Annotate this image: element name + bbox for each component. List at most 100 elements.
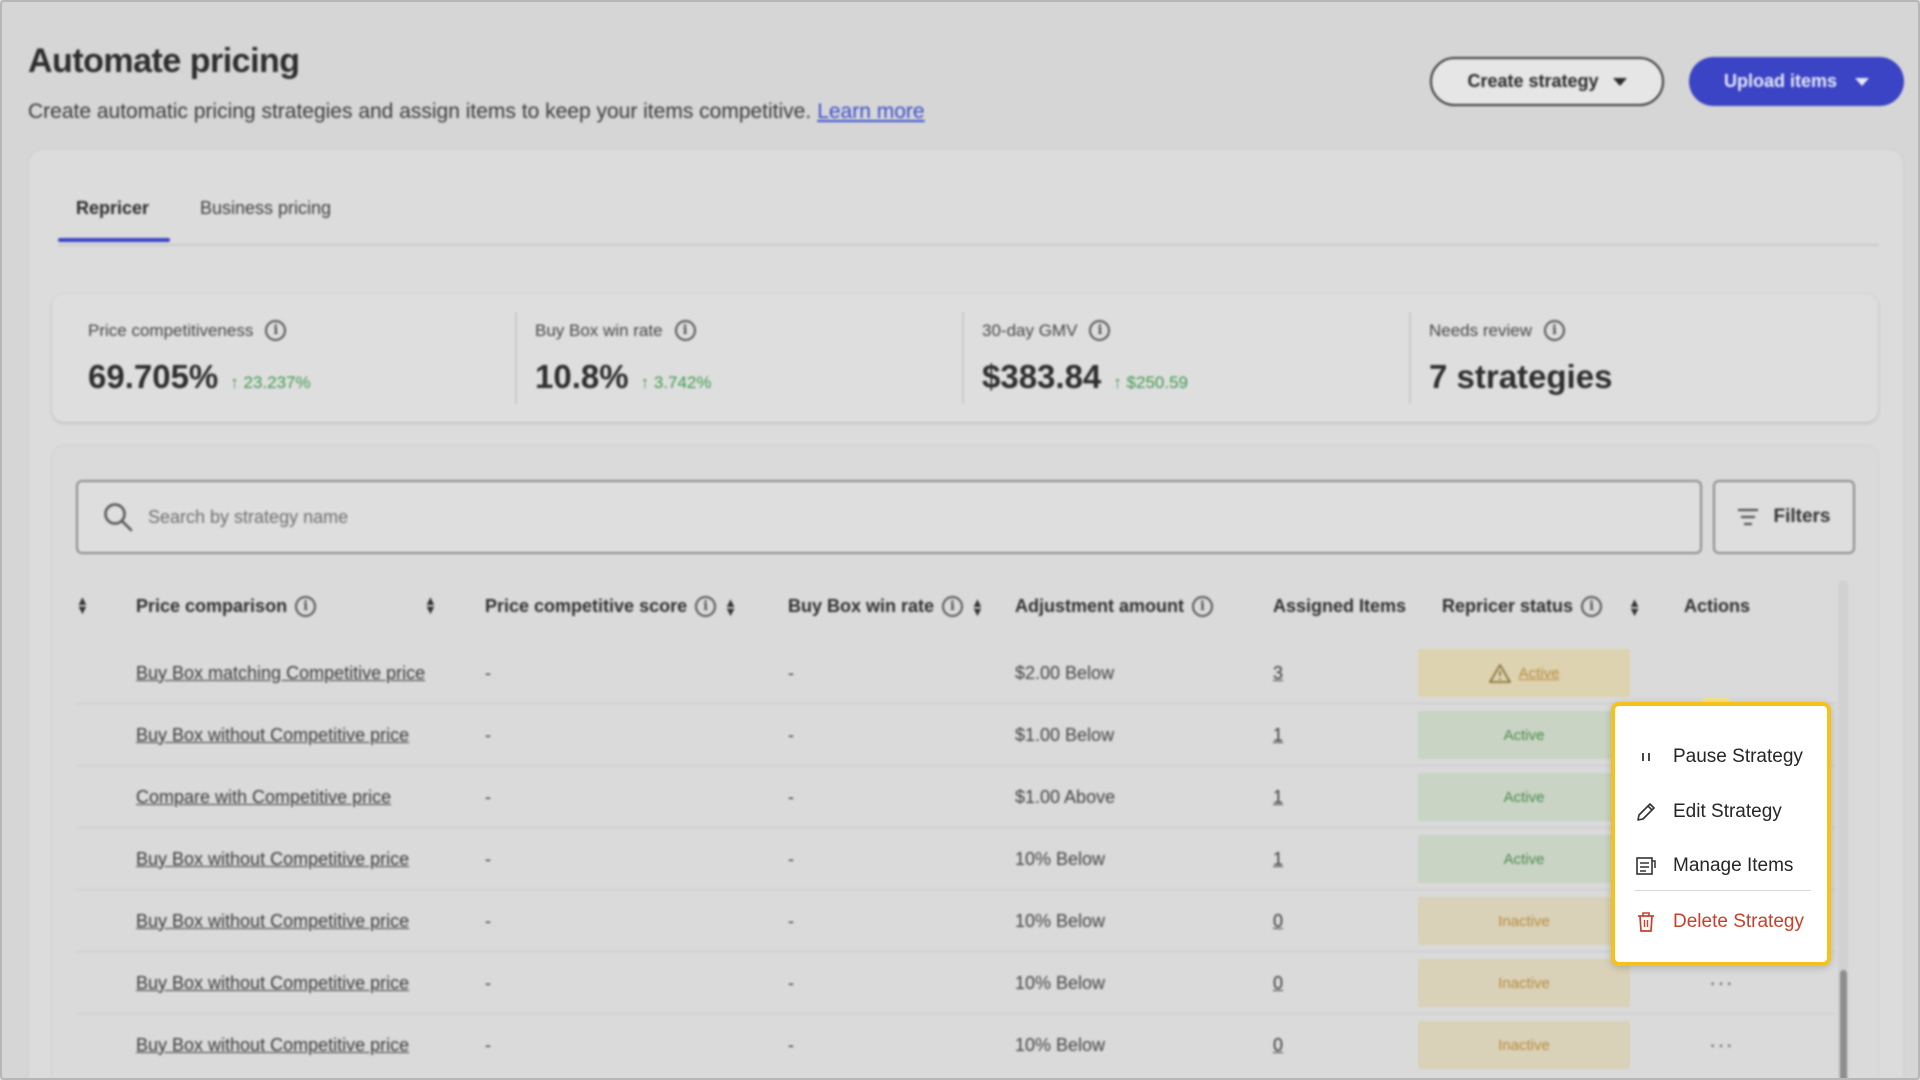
column-header-label: Adjustment amount	[1015, 596, 1184, 616]
adjustment-cell: 10% Below	[1015, 848, 1106, 869]
pause-strategy-item[interactable]: Pause Strategy	[1635, 740, 1803, 774]
strategy-link[interactable]: Buy Box without Competitive price	[136, 972, 410, 993]
menu-item-label: Pause Strategy	[1673, 746, 1803, 767]
status-text: Inactive	[1498, 1036, 1550, 1054]
strategy-link[interactable]: Buy Box without Competitive price	[136, 1034, 410, 1055]
status-badge: Inactive	[1418, 897, 1630, 945]
strategy-link[interactable]: Buy Box matching Competitive price	[136, 662, 426, 683]
metric-delta: ↑ 23.237%	[230, 373, 311, 392]
metric-buy-box-win-rate: Buy Box win rate i 10.8% ↑ 3.742%	[499, 294, 946, 422]
column-header-adjustment-amount[interactable]: Adjustment amount i	[1015, 596, 1213, 617]
info-icon[interactable]: i	[1089, 320, 1111, 341]
assigned-items-link[interactable]: 0	[1273, 1034, 1284, 1055]
score-cell: -	[485, 848, 491, 869]
info-icon[interactable]: i	[695, 596, 717, 617]
status-text: Active	[1503, 850, 1545, 868]
chevron-down-icon	[1855, 77, 1870, 86]
metric-value: 69.705% ↑ 23.237%	[88, 358, 311, 396]
select-sort-handle[interactable]: ▲ ▼	[76, 593, 89, 617]
column-header-repricer-status[interactable]: Repricer status i ▲ ▼	[1442, 594, 1641, 619]
pause-icon	[1635, 746, 1657, 768]
manage-items-item[interactable]: Manage Items	[1635, 849, 1793, 883]
assigned-cell: 0	[1273, 952, 1283, 1014]
info-icon[interactable]: i	[942, 596, 964, 617]
tab-bar: Repricer Business pricing	[58, 194, 1878, 246]
status-text[interactable]: Active	[1518, 664, 1560, 682]
more-actions-icon[interactable]: ···	[1709, 1032, 1734, 1057]
delete-strategy-item[interactable]: Delete Strategy	[1635, 905, 1804, 939]
table-row: Buy Box without Competitive price - - 10…	[76, 1014, 1836, 1076]
info-icon[interactable]: i	[295, 596, 317, 617]
table-row: Buy Box matching Competitive price - - $…	[76, 642, 1836, 704]
assigned-cell: 3	[1273, 642, 1283, 704]
status-badge: Inactive	[1418, 959, 1630, 1007]
price-comparison-cell: Buy Box without Competitive price	[136, 890, 409, 952]
adjustment-cell: $2.00 Below	[1015, 662, 1115, 683]
status-badge: Active	[1418, 835, 1630, 883]
assigned-items-link[interactable]: 1	[1273, 724, 1284, 745]
assigned-items-link[interactable]: 1	[1273, 848, 1284, 869]
strategy-link[interactable]: Buy Box without Competitive price	[136, 848, 410, 869]
info-icon[interactable]: i	[265, 320, 287, 341]
sort-icon[interactable]: ▲ ▼	[971, 594, 984, 619]
info-icon[interactable]: i	[1544, 320, 1565, 341]
info-icon[interactable]: i	[1192, 596, 1213, 617]
filters-label: Filters	[1773, 506, 1831, 527]
table-scrollbar[interactable]	[1838, 580, 1848, 1078]
more-actions-icon[interactable]: ···	[1709, 970, 1734, 995]
price-comparison-cell: Buy Box without Competitive price	[136, 828, 409, 890]
sort-icon[interactable]: ▲ ▼	[724, 594, 737, 619]
adjustment-cell: 10% Below	[1015, 972, 1106, 993]
info-icon[interactable]: i	[1581, 596, 1603, 617]
search-placeholder: Search by strategy name	[148, 506, 349, 527]
adjustment-cell: 10% Below	[1015, 910, 1106, 931]
scrollbar-thumb[interactable]	[1840, 970, 1847, 1078]
metric-label-text: 30-day GMV	[982, 320, 1078, 340]
assigned-items-link[interactable]: 1	[1273, 786, 1284, 807]
sort-icon[interactable]: ▲ ▼	[1628, 594, 1641, 619]
assigned-cell: 1	[1273, 766, 1283, 828]
assigned-items-link[interactable]: 0	[1273, 972, 1284, 993]
assigned-cell: 0	[1273, 890, 1283, 952]
strategy-link[interactable]: Buy Box without Competitive price	[136, 910, 410, 931]
tab-repricer[interactable]: Repricer	[76, 198, 150, 218]
status-text: Active	[1503, 726, 1545, 744]
column-header-buy-box-win-rate[interactable]: Buy Box win rate i ▲ ▼	[788, 594, 984, 619]
assigned-items-link[interactable]: 3	[1273, 662, 1284, 683]
adjustment-cell: 10% Below	[1015, 1034, 1106, 1055]
column-header-price-comparison[interactable]: Price comparison i	[136, 596, 317, 617]
learn-more-link[interactable]: Learn more	[817, 100, 925, 123]
info-icon[interactable]: i	[674, 320, 696, 341]
strategy-link[interactable]: Buy Box without Competitive price	[136, 724, 410, 745]
tab-business-pricing[interactable]: Business pricing	[200, 198, 332, 218]
page-subtitle: Create automatic pricing strategies and …	[28, 100, 925, 124]
metric-divider	[962, 312, 964, 404]
sort-icon: ▲ ▼	[76, 593, 89, 617]
metric-value: 7 strategies	[1429, 358, 1612, 396]
winrate-cell: -	[788, 972, 794, 993]
metric-price-competitiveness: Price competitiveness i 69.705% ↑ 23.237…	[52, 294, 499, 422]
metric-delta-text: 3.742%	[653, 373, 712, 392]
search-input[interactable]: Search by strategy name	[76, 480, 1702, 554]
search-icon	[102, 501, 134, 533]
score-cell: -	[485, 724, 491, 745]
price-comparison-cell: Buy Box without Competitive price	[136, 952, 409, 1014]
filter-icon	[1737, 508, 1759, 526]
upload-items-button[interactable]: Upload items	[1689, 57, 1904, 106]
create-strategy-button[interactable]: Create strategy	[1430, 57, 1664, 106]
winrate-cell: -	[788, 910, 794, 931]
subtitle-text: Create automatic pricing strategies and …	[28, 100, 812, 123]
filters-button[interactable]: Filters	[1713, 480, 1855, 554]
column-header-price-competitive-score[interactable]: Price competitive score i ▲ ▼	[485, 594, 737, 619]
upload-items-label: Upload items	[1723, 71, 1838, 91]
status-badge: Inactive	[1418, 1021, 1630, 1069]
column-header-assigned-items[interactable]: Assigned Items	[1273, 596, 1407, 616]
adjustment-cell: $1.00 Above	[1015, 786, 1116, 807]
status-text: Inactive	[1498, 912, 1550, 930]
price-comparison-cell: Buy Box without Competitive price	[136, 704, 409, 766]
edit-strategy-item[interactable]: Edit Strategy	[1635, 795, 1782, 829]
assigned-items-link[interactable]: 0	[1273, 910, 1284, 931]
sort-price-comparison[interactable]: ▲ ▼	[424, 594, 437, 616]
score-cell: -	[485, 972, 491, 993]
strategy-link[interactable]: Compare with Competitive price	[136, 786, 392, 807]
